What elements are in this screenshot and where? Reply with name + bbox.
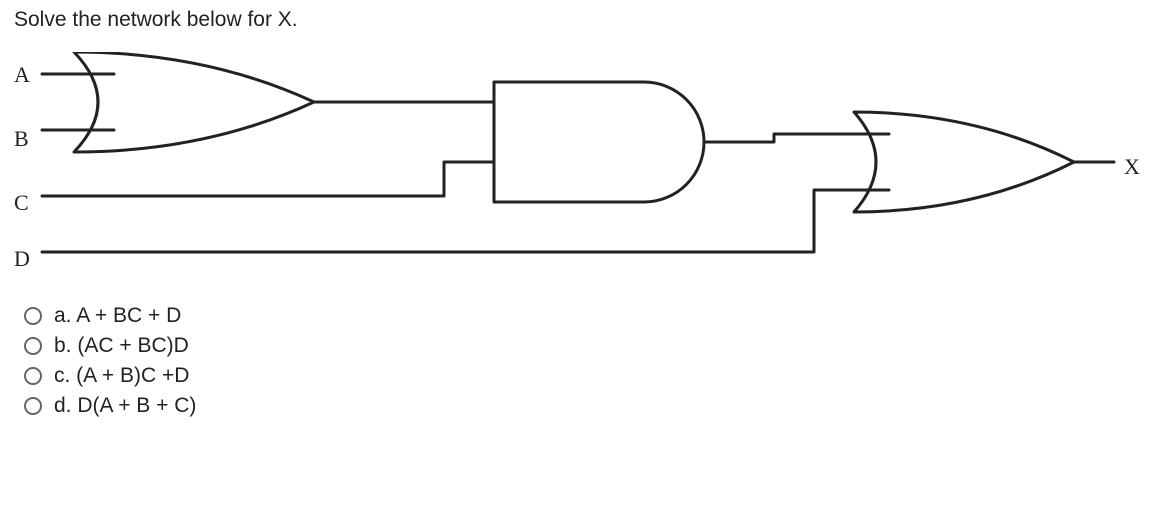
page: Solve the network below for X. A B C D X… — [0, 0, 1172, 510]
output-label-X: X — [1124, 154, 1140, 180]
radio-icon — [24, 367, 42, 385]
option-a[interactable]: a. A + BC + D — [24, 304, 196, 328]
diagram-svg — [14, 52, 1154, 292]
option-label: a. A + BC + D — [54, 304, 181, 328]
question-text: Solve the network below for X. — [14, 8, 298, 32]
radio-icon — [24, 337, 42, 355]
input-label-B: B — [14, 126, 29, 152]
input-label-D: D — [14, 246, 30, 272]
option-d[interactable]: d. D(A + B + C) — [24, 394, 196, 418]
radio-icon — [24, 397, 42, 415]
input-label-C: C — [14, 190, 29, 216]
option-b[interactable]: b. (AC + BC)D — [24, 334, 196, 358]
option-label: d. D(A + B + C) — [54, 394, 196, 418]
answer-options: a. A + BC + D b. (AC + BC)D c. (A + B)C … — [24, 298, 196, 424]
option-label: c. (A + B)C +D — [54, 364, 189, 388]
option-label: b. (AC + BC)D — [54, 334, 189, 358]
option-c[interactable]: c. (A + B)C +D — [24, 364, 196, 388]
radio-icon — [24, 307, 42, 325]
logic-diagram: A B C D X — [14, 52, 1154, 292]
input-label-A: A — [14, 62, 30, 88]
